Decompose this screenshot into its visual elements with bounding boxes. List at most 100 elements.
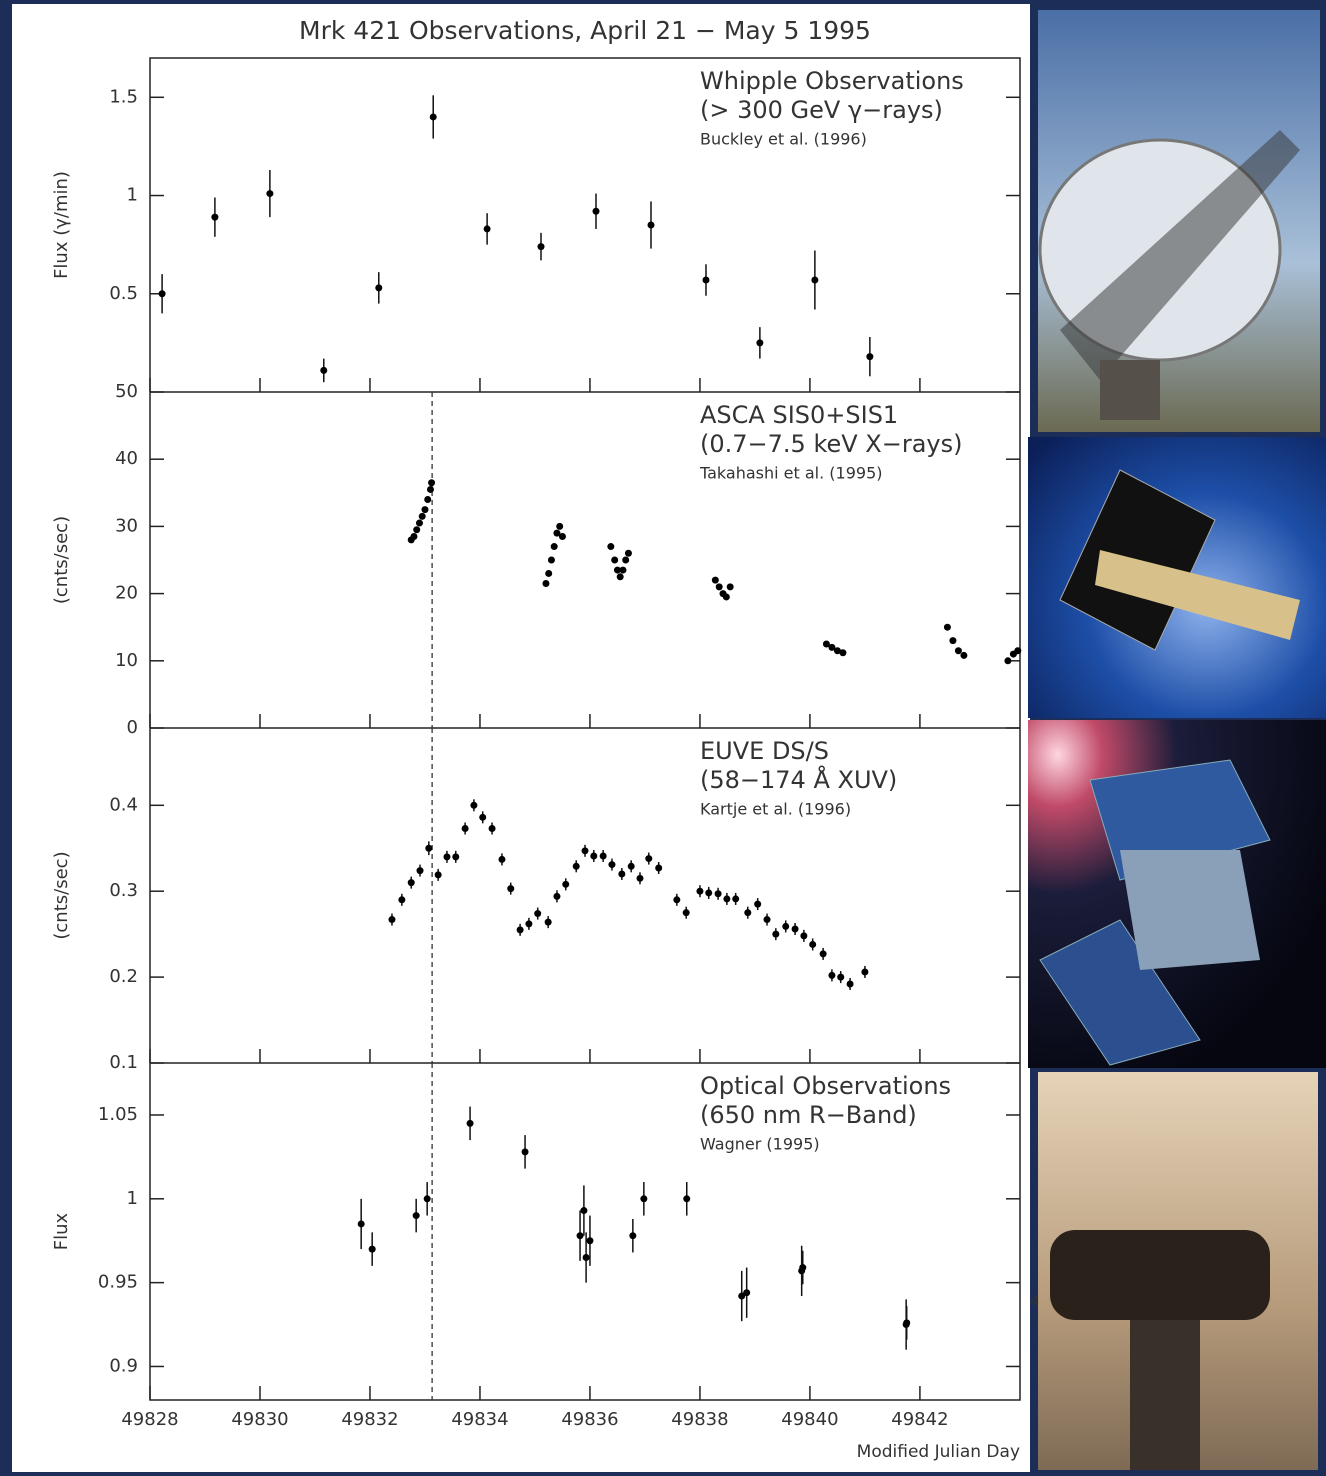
y-tick-label: 20 — [115, 583, 138, 604]
y-tick-label: 50 — [115, 381, 138, 402]
data-point — [507, 885, 514, 892]
data-point — [949, 637, 956, 644]
data-point — [723, 593, 730, 600]
chart-title: Mrk 421 Observations, April 21 − May 5 1… — [299, 16, 871, 45]
data-point — [696, 888, 703, 895]
photo-body — [1120, 850, 1260, 970]
y-axis-label: (cnts/sec) — [51, 851, 72, 939]
y-tick-label: 0.95 — [98, 1272, 138, 1293]
x-tick-label: 49840 — [781, 1409, 838, 1430]
data-point — [388, 916, 395, 923]
data-point — [655, 865, 662, 872]
data-point — [944, 624, 951, 631]
x-tick-label: 49834 — [451, 1409, 508, 1430]
y-tick-label: 0.5 — [109, 283, 138, 304]
data-point — [636, 875, 643, 882]
data-point — [628, 863, 635, 870]
y-tick-label: 1 — [127, 1188, 138, 1209]
photo-tube — [1050, 1230, 1270, 1320]
data-point — [525, 920, 532, 927]
data-point — [470, 802, 477, 809]
y-tick-label: 1 — [127, 185, 138, 206]
data-point — [421, 506, 428, 513]
data-point — [705, 889, 712, 896]
data-point — [611, 557, 618, 564]
data-point — [592, 208, 599, 215]
data-point — [424, 1195, 431, 1202]
data-point — [408, 879, 415, 886]
data-point — [398, 896, 405, 903]
data-point — [754, 901, 761, 908]
y-tick-label: 10 — [115, 650, 138, 671]
data-point — [562, 881, 569, 888]
data-point — [551, 543, 558, 550]
data-point — [839, 649, 846, 656]
y-tick-label: 0.4 — [109, 794, 138, 815]
data-point — [715, 890, 722, 897]
y-tick-label: 0.1 — [109, 1052, 138, 1073]
data-point — [645, 855, 652, 862]
data-point — [716, 583, 723, 590]
data-point — [498, 856, 505, 863]
data-point — [683, 1195, 690, 1202]
data-point — [413, 1212, 420, 1219]
data-point — [430, 113, 437, 120]
annotation: ASCA SIS0+SIS1 — [700, 401, 898, 429]
data-point — [622, 557, 629, 564]
x-tick-label: 49838 — [671, 1409, 728, 1430]
data-point — [467, 1120, 474, 1127]
data-point — [683, 909, 690, 916]
data-point — [828, 972, 835, 979]
data-point — [809, 941, 816, 948]
data-point — [861, 968, 868, 975]
data-point — [586, 1237, 593, 1244]
data-point — [462, 825, 469, 832]
data-point — [522, 1148, 529, 1155]
data-point — [452, 853, 459, 860]
annotation: (0.7−7.5 keV X−rays) — [700, 430, 963, 458]
data-point — [782, 923, 789, 930]
photos — [1028, 10, 1326, 1470]
data-point — [582, 847, 589, 854]
data-point — [428, 479, 435, 486]
data-point — [427, 486, 434, 493]
data-point — [847, 980, 854, 987]
annotation: (> 300 GeV γ−rays) — [700, 96, 943, 124]
y-tick-label: 40 — [115, 448, 138, 469]
data-point — [375, 284, 382, 291]
data-point — [559, 533, 566, 540]
y-axis-label: (cnts/sec) — [51, 516, 72, 604]
data-point — [369, 1246, 376, 1253]
y-tick-label: 30 — [115, 515, 138, 536]
data-point — [712, 577, 719, 584]
data-point — [484, 225, 491, 232]
data-point — [419, 513, 426, 520]
data-point — [903, 1319, 910, 1326]
data-point — [425, 845, 432, 852]
annotation: (650 nm R−Band) — [700, 1101, 917, 1129]
data-point — [799, 1264, 806, 1271]
y-tick-label: 0 — [127, 717, 138, 738]
annotation: Wagner (1995) — [700, 1135, 820, 1154]
page: 4 Mrk 421 Observations, April 21 − May 5… — [0, 0, 1326, 1476]
data-point — [732, 895, 739, 902]
data-point — [416, 520, 423, 527]
data-point — [727, 583, 734, 590]
x-tick-label: 49836 — [561, 1409, 618, 1430]
data-point — [358, 1220, 365, 1227]
photo-mount — [1130, 1320, 1200, 1470]
y-axis-label: Flux (γ/min) — [51, 171, 72, 279]
data-point — [424, 496, 431, 503]
data-point — [619, 567, 626, 574]
data-point — [548, 557, 555, 564]
data-point — [764, 916, 771, 923]
data-point — [743, 1289, 750, 1296]
x-tick-label: 49842 — [891, 1409, 948, 1430]
y-tick-label: 0.9 — [109, 1355, 138, 1376]
data-point — [211, 214, 218, 221]
data-point — [866, 353, 873, 360]
data-point — [553, 893, 560, 900]
data-point — [583, 1254, 590, 1261]
data-point — [489, 825, 496, 832]
data-point — [590, 852, 597, 859]
